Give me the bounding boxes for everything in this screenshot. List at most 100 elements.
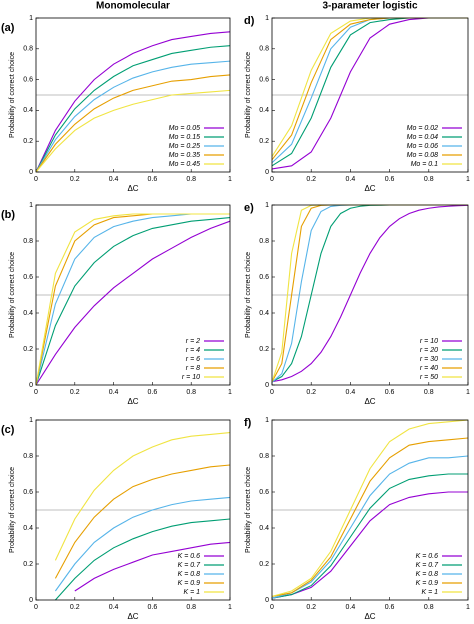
panel-label: (b): [1, 209, 15, 221]
line: [271, 204, 468, 383]
y-axis-label: Probability of correct choice: [9, 467, 16, 553]
x-tick-label: 0.6: [385, 389, 395, 396]
y-tick-label: 0.4: [23, 107, 33, 114]
x-tick-label: 1: [466, 389, 470, 396]
x-tick-label: 0.4: [346, 389, 356, 396]
x-tick-label: 0: [270, 389, 274, 396]
panel-label: d): [244, 15, 255, 27]
line: [35, 45, 231, 173]
x-tick-label: 0.6: [148, 389, 158, 396]
y-tick-label: 0.4: [259, 310, 269, 317]
x-tick-label: 1: [466, 176, 470, 183]
line: [271, 204, 468, 382]
x-tick-label: 0.8: [186, 176, 196, 183]
x-tick-label: 0.2: [70, 604, 80, 611]
legend-label: K = 0.7: [178, 562, 201, 569]
line: [271, 437, 469, 597]
x-tick-label: 0.4: [109, 176, 119, 183]
line: [54, 518, 231, 601]
y-tick-label: 0.6: [23, 489, 33, 496]
x-tick-label: 0.2: [306, 389, 316, 396]
x-tick-label: 1: [228, 604, 232, 611]
y-tick-label: 0: [265, 597, 269, 604]
legend-label: r = 8: [186, 365, 200, 372]
line: [35, 60, 231, 173]
legend-label: K = 1: [421, 589, 438, 596]
y-tick-label: 0.8: [259, 453, 269, 460]
y-axis-label: Probability of correct choice: [245, 467, 252, 553]
y-tick-label: 0.6: [23, 76, 33, 83]
legend-label: Mo = 0.05: [169, 125, 200, 132]
x-tick-label: 0.2: [306, 176, 316, 183]
y-tick-label: 0.2: [259, 561, 269, 568]
legend-label: r = 30: [420, 356, 438, 363]
x-tick-label: 0.8: [186, 604, 196, 611]
x-axis-label: ΔC: [364, 397, 375, 406]
line: [54, 496, 231, 592]
y-tick-label: 0.8: [23, 46, 33, 53]
x-tick-label: 1: [228, 389, 232, 396]
x-tick-label: 1: [466, 604, 470, 611]
x-axis-label: ΔC: [364, 612, 375, 621]
y-axis-label: Probability of correct choice: [9, 252, 16, 338]
y-tick-label: 0.4: [23, 525, 33, 532]
x-tick-label: 0.2: [306, 604, 316, 611]
legend-label: Mo = 0.02: [407, 125, 438, 132]
y-tick-label: 0.6: [259, 274, 269, 281]
legend-label: K = 0.9: [178, 580, 200, 587]
y-tick-label: 0.8: [259, 238, 269, 245]
line: [271, 204, 468, 383]
legend-label: r = 10: [182, 374, 200, 381]
x-axis-label: ΔC: [127, 612, 138, 621]
column-title: 3-parameter logistic: [322, 1, 417, 12]
x-tick-label: 0: [34, 389, 38, 396]
x-tick-label: 0: [270, 176, 274, 183]
plot-frame: [271, 419, 469, 601]
line: [74, 541, 231, 592]
legend-label: K = 0.6: [178, 553, 200, 560]
legend-label: K = 0.8: [416, 571, 438, 578]
x-tick-label: 0.4: [109, 389, 119, 396]
x-tick-label: 0.6: [148, 176, 158, 183]
line: [271, 17, 468, 161]
legend-label: Mo = 0.45: [169, 161, 200, 168]
line: [35, 74, 231, 173]
x-axis-label: ΔC: [127, 397, 138, 406]
y-tick-label: 0.2: [23, 138, 33, 145]
legend-label: Mo = 0.1: [411, 161, 439, 168]
x-tick-label: 0.4: [346, 176, 356, 183]
x-tick-label: 0.4: [346, 604, 356, 611]
x-tick-label: 0: [34, 604, 38, 611]
x-axis-label: ΔC: [127, 184, 138, 193]
y-tick-label: 0: [265, 169, 269, 176]
legend-label: Mo = 0.06: [407, 143, 438, 150]
y-tick-label: 0.8: [23, 453, 33, 460]
x-tick-label: 0.2: [70, 389, 80, 396]
y-tick-label: 1: [29, 417, 33, 424]
legend-label: Mo = 0.08: [407, 152, 438, 159]
line: [271, 455, 469, 599]
legend-label: Mo = 0.04: [407, 134, 438, 141]
x-tick-label: 0.2: [70, 176, 80, 183]
y-tick-label: 1: [265, 202, 269, 209]
line: [271, 204, 468, 383]
line: [35, 213, 230, 386]
legend-label: Mo = 0.35: [169, 152, 200, 159]
y-tick-label: 0.4: [259, 525, 269, 532]
y-tick-label: 0.8: [259, 46, 269, 53]
line: [35, 89, 231, 173]
x-tick-label: 0.8: [424, 176, 434, 183]
y-tick-label: 0.2: [23, 561, 33, 568]
line: [271, 17, 468, 167]
y-tick-label: 0.2: [259, 138, 269, 145]
y-tick-label: 0: [29, 597, 33, 604]
y-axis-label: Probability of correct choice: [9, 52, 16, 138]
y-tick-label: 0.4: [23, 310, 33, 317]
line: [54, 432, 231, 561]
y-tick-label: 0: [29, 169, 33, 176]
line: [35, 213, 230, 386]
legend-label: K = 0.6: [416, 553, 438, 560]
y-tick-label: 0.8: [23, 238, 33, 245]
plot-frame: [35, 17, 231, 173]
line: [35, 217, 231, 386]
